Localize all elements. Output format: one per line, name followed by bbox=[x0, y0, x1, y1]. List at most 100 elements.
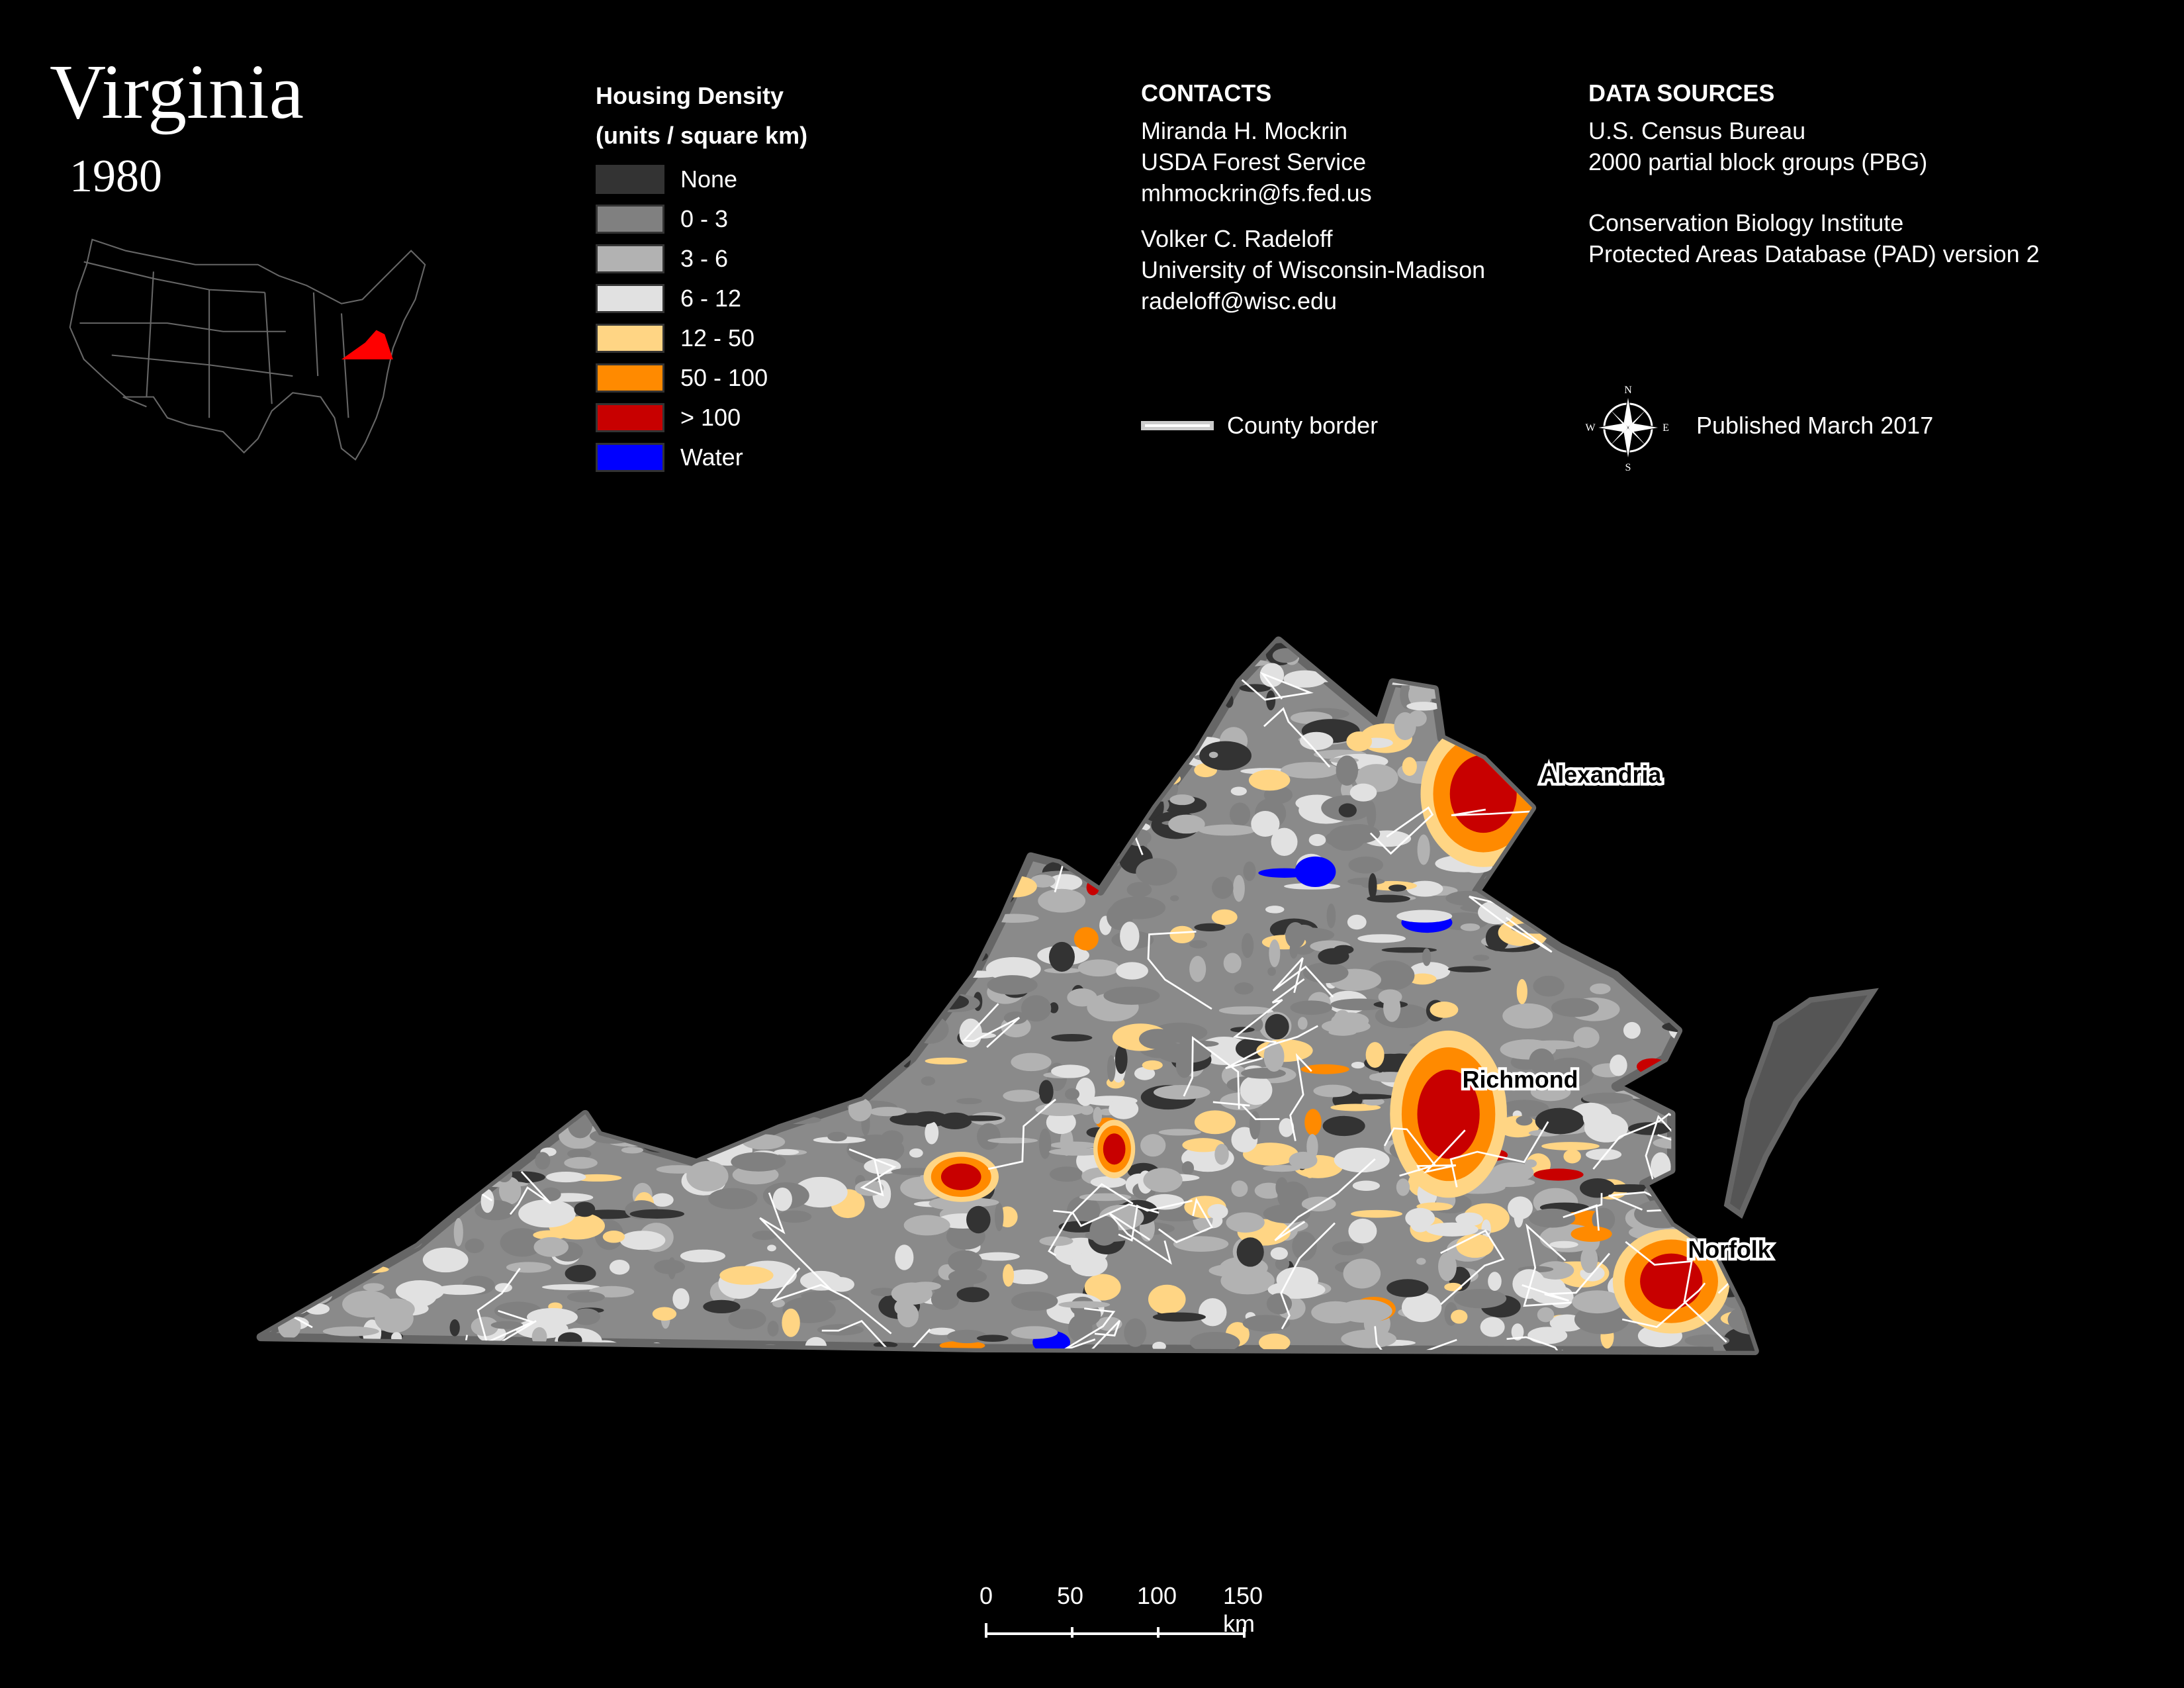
density-patch bbox=[956, 1287, 989, 1303]
source-line: U.S. Census Bureau bbox=[1588, 117, 1806, 144]
density-patch bbox=[1563, 1149, 1581, 1164]
density-patch bbox=[408, 1092, 460, 1105]
density-patch bbox=[645, 892, 676, 905]
density-patch bbox=[336, 1090, 377, 1115]
density-patch bbox=[505, 677, 538, 687]
density-patch bbox=[563, 714, 589, 735]
density-patch bbox=[972, 820, 1023, 831]
density-patch bbox=[290, 1060, 317, 1089]
density-patch bbox=[860, 989, 886, 1010]
county-border-line bbox=[547, 998, 595, 1053]
density-patch bbox=[578, 720, 604, 743]
density-patch bbox=[1692, 1096, 1723, 1111]
county-border-line bbox=[1225, 1025, 1318, 1070]
density-patch bbox=[870, 761, 903, 774]
density-patch bbox=[1162, 667, 1220, 693]
source-line: 2000 partial block groups (PBG) bbox=[1588, 148, 1928, 175]
density-patch bbox=[279, 928, 336, 950]
county-border-line bbox=[643, 1069, 709, 1129]
density-patch bbox=[561, 1083, 588, 1094]
density-patch bbox=[627, 1094, 679, 1110]
eastern-shore bbox=[1723, 988, 1879, 1219]
density-patch bbox=[633, 718, 646, 738]
density-patch bbox=[1402, 1292, 1442, 1323]
density-patch bbox=[556, 820, 596, 839]
density-patch bbox=[1459, 700, 1513, 717]
density-patch bbox=[868, 774, 888, 796]
legend-label: > 100 bbox=[680, 404, 741, 431]
compass-s: S bbox=[1625, 462, 1631, 472]
density-patch bbox=[277, 1019, 291, 1035]
density-patch bbox=[1275, 1257, 1290, 1271]
density-patch bbox=[1243, 861, 1256, 882]
density-patch bbox=[1543, 1057, 1594, 1088]
density-patch bbox=[260, 841, 297, 861]
density-patch bbox=[1559, 904, 1617, 918]
density-patch bbox=[314, 1221, 331, 1230]
density-patch bbox=[1189, 955, 1206, 982]
density-patch bbox=[1738, 1031, 1755, 1049]
density-patch bbox=[506, 1086, 515, 1093]
density-patch bbox=[1651, 939, 1678, 953]
density-patch bbox=[1561, 672, 1584, 692]
density-patch bbox=[504, 784, 523, 796]
density-patch bbox=[541, 853, 561, 869]
density-patch bbox=[484, 657, 523, 686]
density-patch bbox=[822, 1018, 847, 1041]
density-patch bbox=[956, 1098, 982, 1105]
density-patch bbox=[958, 930, 981, 939]
density-patch bbox=[1598, 644, 1646, 670]
density-patch bbox=[1338, 803, 1357, 818]
density-patch bbox=[490, 1321, 523, 1329]
density-patch bbox=[1011, 1291, 1058, 1311]
density-patch bbox=[843, 931, 862, 961]
density-patch bbox=[1013, 717, 1032, 738]
density-patch bbox=[654, 1000, 698, 1020]
source-line: Protected Areas Database (PAD) version 2 bbox=[1588, 240, 2040, 267]
density-patch bbox=[612, 1085, 637, 1108]
density-patch bbox=[709, 751, 725, 767]
density-patch bbox=[903, 1215, 950, 1236]
county-border-line bbox=[846, 947, 901, 1015]
density-patch bbox=[995, 1202, 1004, 1232]
density-patch bbox=[352, 809, 378, 818]
county-border-line bbox=[721, 1036, 777, 1081]
density-patch bbox=[966, 1205, 991, 1234]
county-border-line bbox=[1711, 674, 1755, 727]
density-patch bbox=[704, 719, 743, 736]
density-patch bbox=[268, 910, 298, 936]
density-patch bbox=[424, 759, 445, 766]
density-patch bbox=[547, 894, 579, 915]
density-patch bbox=[921, 1076, 936, 1086]
density-patch bbox=[1229, 802, 1251, 826]
urban-density-cluster bbox=[940, 1163, 981, 1191]
density-patch bbox=[872, 694, 899, 713]
density-patch bbox=[1460, 923, 1480, 931]
density-patch bbox=[1297, 1017, 1308, 1030]
density-patch bbox=[569, 841, 596, 851]
density-patch bbox=[277, 1105, 288, 1134]
county-border-line bbox=[477, 1268, 537, 1351]
density-patch bbox=[1445, 691, 1504, 700]
county-border-line bbox=[269, 1011, 310, 1056]
density-patch bbox=[464, 1076, 505, 1087]
density-patch bbox=[674, 1103, 718, 1121]
density-patch bbox=[1692, 1118, 1703, 1146]
county-border-line bbox=[734, 1026, 806, 1117]
density-patch bbox=[639, 1076, 682, 1096]
density-patch bbox=[948, 717, 991, 736]
density-patch bbox=[824, 752, 864, 761]
density-patch bbox=[978, 898, 993, 928]
density-patch bbox=[1451, 713, 1485, 743]
density-patch bbox=[1519, 883, 1546, 900]
density-patch bbox=[473, 1002, 514, 1011]
density-patch bbox=[1186, 640, 1217, 653]
density-patch bbox=[731, 1152, 786, 1172]
density-patch bbox=[1612, 648, 1632, 659]
density-patch bbox=[521, 896, 555, 906]
compass-n: N bbox=[1624, 385, 1632, 396]
density-patch bbox=[337, 865, 387, 876]
density-patch bbox=[600, 732, 652, 745]
density-patch bbox=[1582, 1103, 1608, 1130]
density-patch bbox=[1654, 806, 1704, 814]
